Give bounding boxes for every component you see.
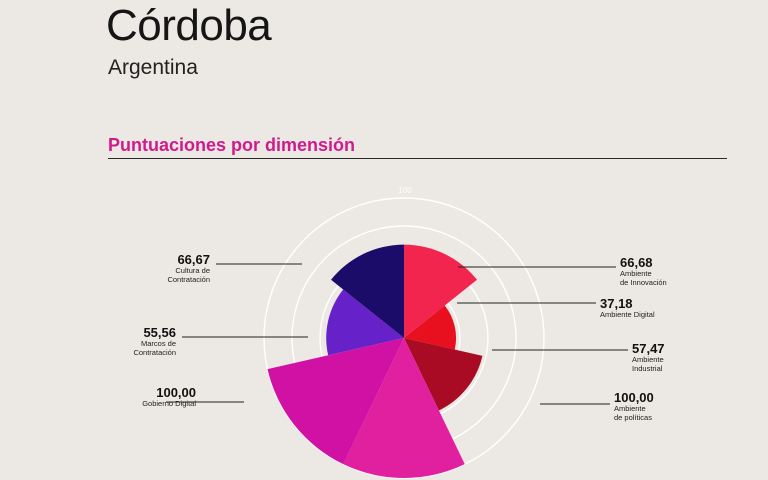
category-name: Ambiente de Innovación — [620, 269, 667, 287]
value-label: 37,18 — [600, 296, 633, 311]
page-subtitle: Argentina — [108, 56, 198, 79]
category-name: Gobierno Digital — [142, 399, 196, 408]
category-label: 55,56 Marcos de Contratación — [40, 326, 176, 357]
value-label: 66,67 — [177, 252, 210, 267]
page-title: Córdoba — [106, 1, 272, 50]
category-name: Ambiente Digital — [600, 310, 655, 319]
category-label: 66,67 Cultura de Contratación — [40, 253, 210, 284]
value-label: 66,68 — [620, 255, 653, 270]
chart-sector — [267, 338, 404, 465]
category-label: 57,47 Ambiente Industrial — [632, 342, 665, 373]
chart-sector — [404, 338, 483, 411]
category-label: 66,68 Ambiente de Innovación — [620, 256, 667, 287]
section-divider — [108, 158, 727, 159]
category-name: Ambiente de políticas — [614, 404, 652, 422]
scale-max-label: 100 — [398, 186, 412, 195]
value-label: 55,56 — [143, 325, 176, 340]
value-label: 100,00 — [614, 390, 654, 405]
chart-sector — [343, 338, 465, 479]
chart-sector — [404, 244, 477, 338]
category-label: 100,00 Ambiente de políticas — [614, 391, 654, 422]
chart-sector — [331, 244, 404, 338]
category-name: Marcos de Contratación — [133, 339, 176, 357]
category-label: 100,00 Gobierno Digital — [40, 386, 196, 409]
chart-sector — [404, 305, 457, 350]
category-name: Ambiente Industrial — [632, 355, 664, 373]
chart-sectors — [267, 244, 483, 479]
chart-leader-lines — [166, 263, 628, 405]
chart-sector — [326, 289, 404, 356]
category-name: Cultura de Contratación — [167, 266, 210, 284]
section-title: Puntuaciones por dimensión — [108, 135, 356, 155]
value-label: 57,47 — [632, 341, 665, 356]
value-label: 100,00 — [156, 385, 196, 400]
category-label: 37,18 Ambiente Digital — [600, 297, 655, 320]
